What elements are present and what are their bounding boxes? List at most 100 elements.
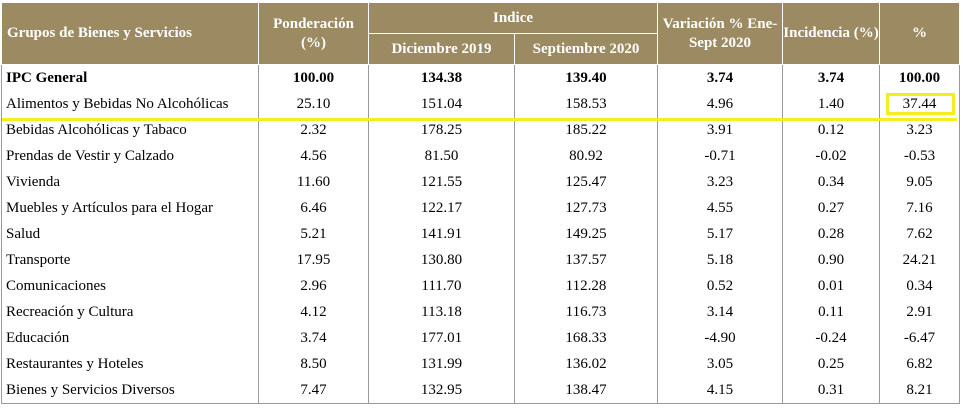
cell-variacion: -4.90 <box>657 325 784 351</box>
table-row: Restaurantes y Hoteles 8.50 131.99 136.02 3.… <box>1 351 961 377</box>
cell-variacion: 4.55 <box>657 195 784 221</box>
cell-variacion: 3.91 <box>657 117 784 143</box>
cell-sep2020: 80.92 <box>513 143 659 169</box>
cell-incidencia: -0.24 <box>782 325 881 351</box>
cell-ponderacion: 8.50 <box>258 351 369 377</box>
cell-ponderacion: 4.56 <box>258 143 369 169</box>
table-row: Bebidas Alcohólicas y Tabaco 2.32 178.25 18… <box>1 117 961 143</box>
cell-sep2020: 127.73 <box>513 195 659 221</box>
cell-ponderacion: 2.32 <box>258 117 369 143</box>
header-grupos: Grupos de Bienes y Servicios <box>1 2 259 65</box>
cell-ponderacion: 25.10 <box>258 91 369 117</box>
cell-dic2019: 151.04 <box>368 91 515 117</box>
cell-grupo: Salud <box>1 221 259 247</box>
cell-grupo: IPC General <box>1 64 259 91</box>
cell-grupo: Comunicaciones <box>1 273 259 299</box>
cell-sep2020: 149.25 <box>513 221 659 247</box>
cell-grupo: Recreación y Cultura <box>1 299 259 325</box>
cell-incidencia: 0.12 <box>782 117 881 143</box>
cell-ponderacion: 3.74 <box>258 325 369 351</box>
cell-ponderacion: 11.60 <box>258 169 369 195</box>
cell-ponderacion: 4.12 <box>258 299 369 325</box>
cell-pct: 7.62 <box>879 221 961 247</box>
cell-grupo: Restaurantes y Hoteles <box>1 351 259 377</box>
cell-variacion: 4.15 <box>657 377 784 404</box>
cell-dic2019: 132.95 <box>368 377 515 404</box>
cell-variacion: 0.52 <box>657 273 784 299</box>
cell-pct: -0.53 <box>879 143 961 169</box>
table-row: IPC General 100.00 134.38 139.40 3.74 3.74 100… <box>1 64 961 91</box>
cell-incidencia: 0.90 <box>782 247 881 273</box>
cell-dic2019: 131.99 <box>368 351 515 377</box>
cell-pct: 7.16 <box>879 195 961 221</box>
cell-ponderacion: 6.46 <box>258 195 369 221</box>
cell-variacion: -0.71 <box>657 143 784 169</box>
cell-dic2019: 141.91 <box>368 221 515 247</box>
table-row: Salud 5.21 141.91 149.25 5.17 0.28 7.62 <box>1 221 961 247</box>
table-row: Recreación y Cultura 4.12 113.18 116.73 3.14… <box>1 299 961 325</box>
cell-dic2019: 177.01 <box>368 325 515 351</box>
cell-pct: 9.05 <box>879 169 961 195</box>
cell-dic2019: 111.70 <box>368 273 515 299</box>
cell-sep2020: 139.40 <box>513 64 659 91</box>
cell-pct: -6.47 <box>879 325 961 351</box>
cell-pct: 2.91 <box>879 299 961 325</box>
cell-sep2020: 112.28 <box>513 273 659 299</box>
cell-ponderacion: 17.95 <box>258 247 369 273</box>
table-row: Muebles y Artículos para el Hogar 6.46 122… <box>1 195 961 221</box>
cell-sep2020: 138.47 <box>513 377 659 404</box>
cell-dic2019: 134.38 <box>368 64 515 91</box>
cell-incidencia: 0.27 <box>782 195 881 221</box>
cell-ponderacion: 100.00 <box>258 64 369 91</box>
cell-sep2020: 137.57 <box>513 247 659 273</box>
cell-variacion: 3.23 <box>657 169 784 195</box>
cell-grupo: Vivienda <box>1 169 259 195</box>
cell-incidencia: 0.34 <box>782 169 881 195</box>
cell-incidencia: 0.11 <box>782 299 881 325</box>
cell-variacion: 3.05 <box>657 351 784 377</box>
cell-incidencia: 0.28 <box>782 221 881 247</box>
cell-variacion: 5.17 <box>657 221 784 247</box>
cell-variacion: 5.18 <box>657 247 784 273</box>
cell-sep2020: 185.22 <box>513 117 659 143</box>
cell-sep2020: 125.47 <box>513 169 659 195</box>
header-incidencia: Incidencia (%) <box>782 2 881 65</box>
cell-ponderacion: 7.47 <box>258 377 369 404</box>
cell-ponderacion: 5.21 <box>258 221 369 247</box>
cell-ponderacion: 2.96 <box>258 273 369 299</box>
cell-variacion: 3.14 <box>657 299 784 325</box>
cell-grupo: Bebidas Alcohólicas y Tabaco <box>1 117 259 143</box>
cell-sep2020: 116.73 <box>513 299 659 325</box>
cell-dic2019: 130.80 <box>368 247 515 273</box>
cell-incidencia: -0.02 <box>782 143 881 169</box>
cell-dic2019: 178.25 <box>368 117 515 143</box>
table-row: Vivienda 11.60 121.55 125.47 3.23 0.34 9.05 <box>1 169 961 195</box>
table-row: Prendas de Vestir y Calzado 4.56 81.50 80.9… <box>1 143 961 169</box>
table-row: Alimentos y Bebidas No Alcohólicas 25.10 1… <box>1 91 961 117</box>
cell-incidencia: 0.01 <box>782 273 881 299</box>
table-row: Educación 3.74 177.01 168.33 -4.90 -0.24 -6.47 <box>1 325 961 351</box>
cell-dic2019: 122.17 <box>368 195 515 221</box>
header-dic2019: Diciembre 2019 <box>368 33 515 65</box>
cell-variacion: 4.96 <box>657 91 784 117</box>
ipc-table: Grupos de Bienes y Servicios Ponderación… <box>1 2 961 404</box>
cell-grupo: Transporte <box>1 247 259 273</box>
cell-sep2020: 158.53 <box>513 91 659 117</box>
cell-grupo: Bienes y Servicios Diversos <box>1 377 259 404</box>
cell-dic2019: 121.55 <box>368 169 515 195</box>
cell-incidencia: 0.25 <box>782 351 881 377</box>
table-row: Bienes y Servicios Diversos 7.47 132.95 138… <box>1 377 961 404</box>
header-pct: % <box>879 2 961 65</box>
highlight-box <box>886 93 955 115</box>
cell-incidencia: 0.31 <box>782 377 881 404</box>
cell-pct: 6.82 <box>879 351 961 377</box>
cell-sep2020: 136.02 <box>513 351 659 377</box>
cell-incidencia: 3.74 <box>782 64 881 91</box>
header-indice: Indice <box>367 2 659 34</box>
header-sep2020: Septiembre 2020 <box>513 33 659 65</box>
cell-pct: 24.21 <box>879 247 961 273</box>
table-row: Comunicaciones 2.96 111.70 112.28 0.52 0.01 0.… <box>1 273 961 299</box>
cell-pct: 8.21 <box>879 377 961 404</box>
cell-grupo: Muebles y Artículos para el Hogar <box>1 195 259 221</box>
cell-pct: 100.00 <box>879 64 961 91</box>
